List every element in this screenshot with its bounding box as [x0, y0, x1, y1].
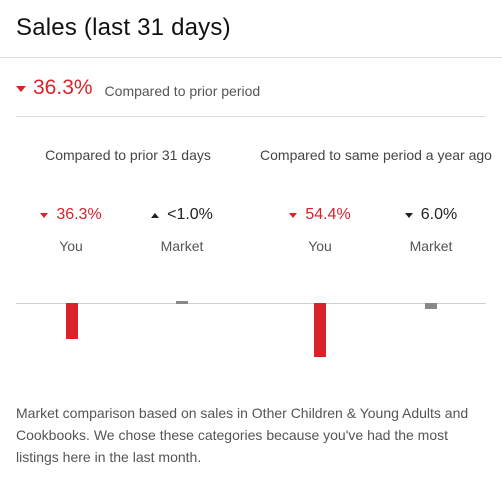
panel-year-ago-title: Compared to same period a year ago: [258, 144, 494, 166]
stat-label: You: [308, 238, 332, 254]
market-bar: [425, 303, 437, 309]
summary-row: 36.3% Compared to prior period: [16, 72, 260, 104]
stat-label: Market: [160, 238, 204, 254]
stat-value: <1.0%: [137, 206, 227, 224]
stat-value: 54.4%: [275, 206, 365, 224]
stat-value-text: 6.0%: [420, 206, 458, 223]
summary-change: 36.3%: [33, 76, 93, 99]
you-bar: [66, 303, 78, 340]
down-arrow-icon: [404, 212, 413, 218]
stat-value: 36.3%: [26, 206, 116, 224]
down-arrow-icon: [289, 212, 298, 218]
stat-label: You: [59, 238, 83, 254]
section-divider: [16, 116, 486, 117]
you-bar: [314, 303, 326, 358]
market-comparison-note: Market comparison based on sales in Othe…: [16, 405, 469, 465]
chart-baseline: [16, 303, 266, 304]
stat-you-prior: 36.3% You: [26, 206, 116, 254]
stat-value-text: 36.3%: [56, 206, 102, 223]
chart-baseline: [264, 303, 486, 304]
market-bar: [176, 301, 188, 304]
stat-market-year: 6.0% Market: [386, 206, 476, 254]
page-title: Sales (last 31 days): [16, 14, 231, 41]
panel-title: Compared to prior 31 days: [45, 147, 211, 163]
stat-value-text: <1.0%: [167, 206, 213, 223]
up-arrow-icon: [151, 212, 160, 218]
down-arrow-icon: [40, 212, 49, 218]
stat-you-year: 54.4% You: [275, 206, 365, 254]
summary-label: Compared to prior period: [104, 82, 261, 99]
stat-value-text: 54.4%: [305, 206, 351, 223]
header-divider: [0, 57, 502, 58]
panel-title: Compared to same period a year ago: [260, 147, 492, 163]
stat-value: 6.0%: [386, 206, 476, 224]
stat-market-prior: <1.0% Market: [137, 206, 227, 254]
down-arrow-icon: [16, 86, 26, 92]
stat-label: Market: [409, 238, 453, 254]
panel-prior-period-title: Compared to prior 31 days: [10, 144, 246, 166]
